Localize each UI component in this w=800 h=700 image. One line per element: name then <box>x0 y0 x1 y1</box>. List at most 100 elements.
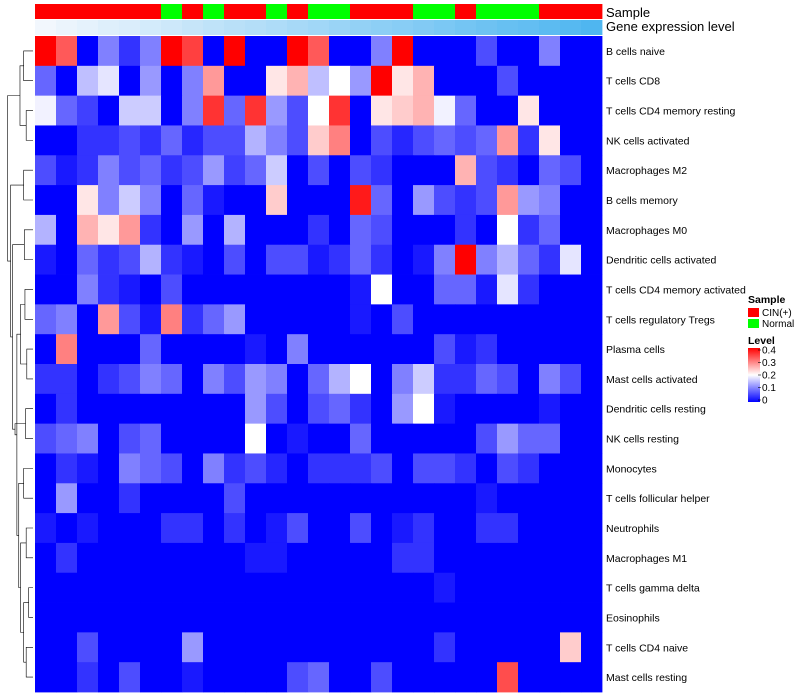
heatmap-cell <box>35 65 57 97</box>
heatmap-cell <box>287 483 309 514</box>
heatmap-cell <box>371 155 393 186</box>
heatmap-cell <box>497 155 519 186</box>
heatmap-cell <box>245 36 267 67</box>
heatmap-cell <box>77 423 99 454</box>
heatmap-cell <box>434 364 456 395</box>
heatmap-cell <box>119 572 141 603</box>
heatmap-cell <box>287 65 309 97</box>
heatmap-cell <box>98 423 120 454</box>
heatmap-cell <box>539 185 561 216</box>
heatmap-cell <box>140 334 162 365</box>
heatmap-cell <box>413 274 435 305</box>
heatmap-cell <box>287 572 309 603</box>
heatmap-cell <box>161 36 183 67</box>
heatmap-cell <box>287 274 309 305</box>
dendrogram-branch <box>20 542 27 633</box>
heatmap-cell <box>413 244 435 275</box>
heatmap-cell <box>560 185 582 216</box>
heatmap-cell <box>539 36 561 67</box>
heatmap-cell <box>98 155 120 186</box>
heatmap-cell <box>98 483 120 514</box>
heatmap-cell <box>35 632 57 663</box>
heatmap-cell <box>581 244 603 275</box>
heatmap-cell <box>161 364 183 395</box>
heatmap-cell <box>371 483 393 514</box>
heatmap-cell <box>497 244 519 275</box>
heatmap-cell <box>287 125 309 156</box>
heatmap-cell <box>413 364 435 395</box>
heatmap-cell <box>245 572 267 603</box>
heatmap-cell <box>581 36 603 67</box>
sample-annotation-cell <box>329 4 351 19</box>
row-label: B cells memory <box>606 195 679 207</box>
heatmap-cell <box>455 364 477 395</box>
heatmap-cell <box>266 453 288 484</box>
heatmap-cell <box>77 185 99 216</box>
heatmap-cell <box>203 662 225 693</box>
heatmap-cell <box>413 602 435 633</box>
heatmap-cell <box>77 364 99 395</box>
level-tick-label: 0.1 <box>762 383 776 394</box>
heatmap-cell <box>581 185 603 216</box>
heatmap-cell <box>497 95 519 126</box>
heatmap-cell <box>245 65 267 97</box>
heatmap-cell <box>161 602 183 633</box>
heatmap-cell <box>392 244 414 275</box>
heatmap-cell <box>560 542 582 574</box>
heatmap-cell <box>392 602 414 633</box>
heatmap-cell <box>203 393 225 425</box>
sample-annotation-cell <box>434 4 456 19</box>
heatmap-cell <box>308 244 330 275</box>
heatmap-cell <box>98 572 120 603</box>
heatmap-cell <box>98 542 120 574</box>
heatmap-cell <box>266 244 288 275</box>
heatmap-cell <box>392 214 414 246</box>
heatmap-cell <box>182 632 204 663</box>
heatmap-cell <box>119 423 141 454</box>
heatmap-cell <box>119 453 141 484</box>
row-label: Mast cells activated <box>606 374 698 386</box>
heatmap-cell <box>329 36 351 67</box>
heatmap-cell <box>98 65 120 97</box>
heatmap-cell <box>245 632 267 663</box>
heatmap-cell <box>77 304 99 335</box>
heatmap-cell <box>560 364 582 395</box>
gene-expression-annotation-cell <box>539 20 561 35</box>
legend-swatch-normal <box>748 319 759 328</box>
gene-expression-annotation-cell <box>56 20 78 35</box>
heatmap-cell <box>56 572 78 603</box>
heatmap-cell <box>497 125 519 156</box>
heatmap-cell <box>140 274 162 305</box>
heatmap-cell <box>455 36 477 67</box>
heatmap-cell <box>350 423 372 454</box>
heatmap-cell <box>308 214 330 246</box>
heatmap-cell <box>518 125 540 156</box>
heatmap-cell <box>539 274 561 305</box>
heatmap-cell <box>203 125 225 156</box>
heatmap-cell <box>371 572 393 603</box>
heatmap-cell <box>392 483 414 514</box>
heatmap-cell <box>56 423 78 454</box>
heatmap-cell <box>266 393 288 425</box>
heatmap-cell <box>518 572 540 603</box>
heatmap-cell <box>455 95 477 126</box>
heatmap-cell <box>581 453 603 484</box>
heatmap-cell <box>140 65 162 97</box>
heatmap-cell <box>497 423 519 454</box>
heatmap-cell <box>434 513 456 544</box>
heatmap-cell <box>371 244 393 275</box>
sample-annotation-cell <box>182 4 204 19</box>
heatmap-cell <box>245 602 267 633</box>
heatmap-cell <box>350 572 372 603</box>
heatmap-cell <box>476 36 498 67</box>
heatmap-cell <box>371 36 393 67</box>
heatmap-cell <box>308 632 330 663</box>
row-label: NK cells activated <box>606 135 690 147</box>
heatmap-cell <box>518 185 540 216</box>
heatmap-cell <box>392 185 414 216</box>
row-dendrogram <box>7 50 33 678</box>
heatmap-cell <box>434 36 456 67</box>
heatmap-cell <box>56 364 78 395</box>
heatmap-cell <box>371 632 393 663</box>
heatmap-cell <box>161 274 183 305</box>
